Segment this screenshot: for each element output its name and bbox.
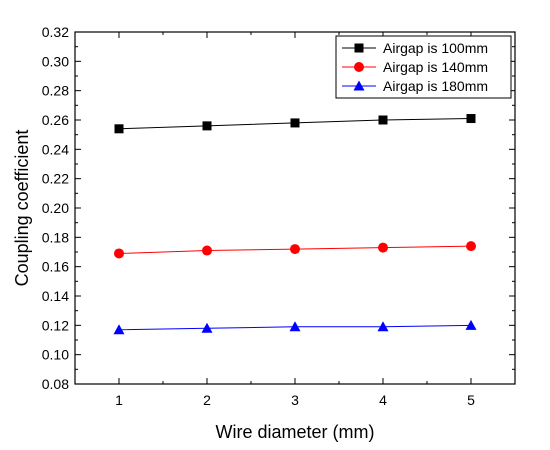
series-1 [114, 241, 476, 259]
y-tick-label-12: 0.32 [42, 24, 69, 40]
y-tick-label-9: 0.26 [42, 112, 69, 128]
series-layer [113, 114, 477, 335]
x-tick-label-4: 5 [467, 392, 475, 408]
y-tick-label-6: 0.20 [42, 200, 69, 216]
data-point-1-1 [202, 245, 212, 256]
data-point-2-4 [465, 319, 477, 330]
data-point-0-3 [378, 115, 388, 125]
legend-label-1: Airgap is 140mm [383, 59, 488, 75]
y-tick-label-5: 0.18 [42, 229, 69, 245]
axis-tick-labels: 1 2 3 4 5 0.08 0.10 0.12 0.14 0.16 0.18 0.20 0.22 0.2… [42, 24, 475, 408]
x-tick-label-2: 3 [291, 392, 299, 408]
x-tick-label-1: 2 [203, 392, 211, 408]
data-point-1-0 [114, 248, 124, 259]
y-tick-label-10: 0.28 [42, 83, 69, 99]
data-point-2-2 [289, 321, 301, 332]
legend-marker-0 [354, 43, 364, 53]
x-tick-label-3: 4 [379, 392, 387, 408]
y-tick-label-0: 0.08 [42, 376, 69, 392]
x-tick-label-0: 1 [115, 392, 123, 408]
series-0 [114, 114, 476, 134]
legend-marker-2 [353, 80, 365, 91]
y-tick-label-8: 0.24 [42, 141, 69, 157]
axis-ticks [75, 31, 515, 385]
legend-marker-1 [354, 62, 364, 72]
y-tick-label-11: 0.30 [42, 53, 69, 69]
y-tick-label-7: 0.22 [42, 171, 69, 187]
y-tick-label-2: 0.12 [42, 317, 69, 333]
data-point-0-2 [290, 118, 300, 128]
data-point-0-4 [466, 114, 476, 124]
y-axis-title: Coupling coefficient [12, 130, 32, 287]
data-point-0-0 [114, 124, 124, 134]
data-point-2-0 [113, 324, 125, 335]
y-tick-label-4: 0.16 [42, 259, 69, 275]
legend: Airgap is 100mm Airgap is 140mm Airgap is … [335, 35, 512, 99]
series-2 [113, 319, 477, 335]
y-tick-label-1: 0.10 [42, 347, 69, 363]
data-point-1-2 [290, 244, 300, 255]
data-point-1-3 [378, 242, 388, 253]
legend-label-0: Airgap is 100mm [383, 40, 488, 56]
x-axis-title: Wire diameter (mm) [215, 422, 374, 442]
data-point-1-4 [466, 241, 476, 252]
data-point-2-3 [377, 321, 389, 332]
legend-label-2: Airgap is 180mm [383, 78, 488, 94]
y-tick-label-3: 0.14 [42, 288, 69, 304]
data-point-2-1 [201, 322, 213, 333]
data-point-0-1 [202, 121, 212, 131]
